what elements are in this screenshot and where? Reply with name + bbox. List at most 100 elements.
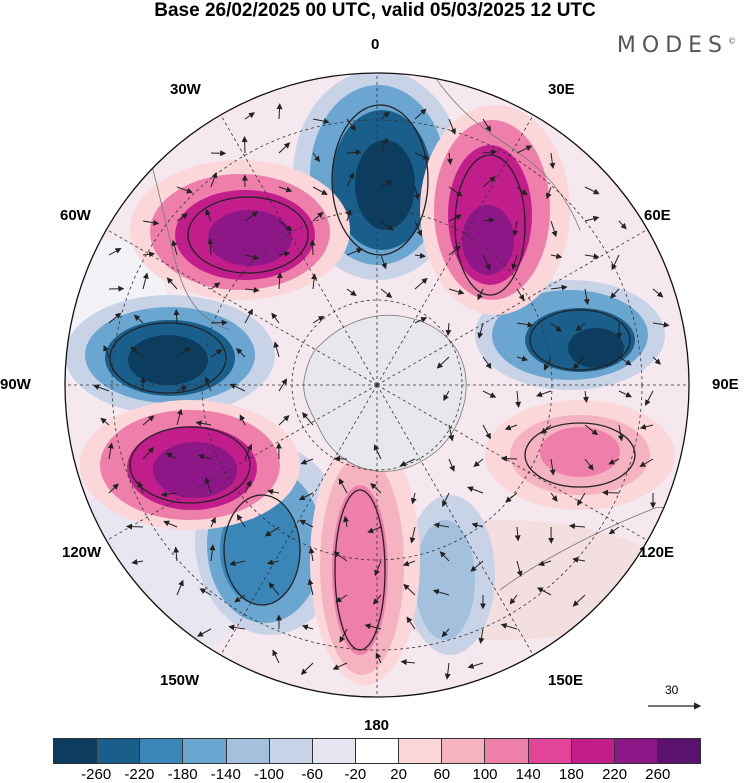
wind-vector: [312, 186, 328, 195]
colorbar-bin-9: [442, 739, 486, 763]
wind-vector: [244, 254, 260, 261]
wind-vector: [312, 211, 324, 222]
colorbar-tick-label: 140: [515, 766, 541, 783]
wind-vector: [414, 317, 428, 324]
wind-vector: [176, 385, 188, 392]
wind-vector: [652, 288, 664, 298]
wind-vector: [205, 209, 212, 222]
wind-vector: [537, 587, 552, 596]
wind-vector: [509, 594, 518, 605]
anomaly-negative-0: [293, 73, 463, 280]
wind-vector: [406, 616, 416, 630]
colorbar-tick-label: -60: [301, 766, 324, 783]
anomaly-positive-40e: [420, 105, 570, 315]
colorbar-tick-label: 260: [645, 766, 671, 783]
wind-vector: [229, 560, 246, 567]
wind-vector: [312, 118, 330, 125]
wind-vector: [448, 245, 462, 256]
wind-vector: [160, 491, 178, 498]
anomaly-positive-40w: [130, 160, 350, 300]
wind-vector: [639, 458, 654, 468]
wind-vector: [302, 412, 314, 426]
wind-vector: [210, 516, 216, 528]
colorbar-tick-label: 180: [558, 766, 584, 783]
wind-vector: [572, 594, 586, 607]
circulation-streamlines: [109, 104, 636, 651]
colorbar-bin-10: [485, 739, 529, 763]
wind-vector: [550, 492, 558, 502]
wind-vector: [482, 254, 491, 271]
wind-vector: [276, 103, 283, 120]
colorbar-tick-label: 20: [390, 766, 407, 783]
wind-vector: [229, 383, 246, 392]
wind-vector: [477, 288, 484, 301]
wind-vector: [346, 288, 357, 297]
wind-vector: [445, 322, 452, 336]
colorbar-ticks: -260 -220 -180 -140 -100 -60 -20 20 60 100 140 180 2…: [0, 766, 750, 783]
colorbar-bin-2: [140, 739, 184, 763]
colorbar-bin-11: [528, 739, 572, 763]
wind-vector: [199, 588, 212, 596]
wind-vector: [448, 186, 463, 197]
colorbar-tick-label: 220: [602, 766, 628, 783]
africa-coast: [429, 73, 581, 231]
wind-vector: [166, 277, 178, 290]
wind-vector: [414, 252, 426, 259]
wind-vector: [441, 628, 450, 638]
wind-vector: [210, 319, 228, 326]
wind-vector: [399, 458, 416, 467]
wind-vector: [375, 652, 382, 664]
wind-vector: [364, 623, 382, 630]
colorbar-tick-label: -140: [210, 766, 241, 783]
wind-vector: [448, 458, 455, 472]
wind-vector: [442, 492, 450, 507]
wind-vector: [312, 315, 325, 324]
lon-label-30e: 30E: [548, 81, 575, 98]
colorbar-bin-7: [355, 739, 400, 763]
wind-vector: [652, 356, 661, 365]
wind-vector: [444, 662, 451, 680]
wind-vector: [346, 248, 363, 256]
wind-vector: [244, 286, 260, 293]
wind-vector: [471, 522, 484, 529]
wind-vector: [584, 458, 594, 471]
wind-vector: [402, 560, 416, 567]
wind-vector: [142, 219, 160, 226]
wind-vector: [244, 211, 259, 222]
wind-vector: [210, 282, 221, 290]
wind-vector: [300, 662, 314, 675]
wind-vector: [618, 220, 627, 230]
wind-vector: [608, 458, 620, 465]
wind-vector: [608, 526, 620, 535]
wind-vector: [515, 390, 522, 408]
wind-vector: [516, 288, 525, 301]
colorbar-bin-12: [571, 739, 615, 763]
wind-vector: [584, 424, 599, 436]
vector-scale-label: 30: [665, 683, 679, 697]
wind-vector: [473, 458, 484, 468]
wind-vector: [108, 483, 119, 494]
wind-vector: [516, 145, 533, 154]
wind-vector: [380, 254, 387, 270]
wind-vector: [543, 356, 552, 371]
colorbar-bin-1: [97, 739, 141, 763]
wind-vector: [448, 288, 465, 295]
colorbar-bin-4: [226, 739, 270, 763]
wind-vector: [414, 108, 427, 120]
colorbar-tick-label: -20: [344, 766, 367, 783]
wind-vector: [414, 220, 423, 237]
anomaly-positive-180: [310, 435, 420, 685]
wind-vector: [278, 415, 290, 426]
wind-vector: [482, 149, 498, 156]
wind-vector: [433, 522, 450, 529]
wind-vector: [176, 579, 184, 596]
wind-vector: [584, 186, 600, 195]
colorbar-bin-13: [614, 739, 658, 763]
colorbar-bin-0: [54, 739, 98, 763]
wind-vector: [550, 322, 562, 332]
wind-vector: [103, 344, 110, 358]
lon-label-30w: 30W: [170, 81, 201, 98]
wind-vector: [467, 662, 484, 669]
wind-vector: [278, 251, 291, 257]
wind-vector: [244, 308, 253, 324]
